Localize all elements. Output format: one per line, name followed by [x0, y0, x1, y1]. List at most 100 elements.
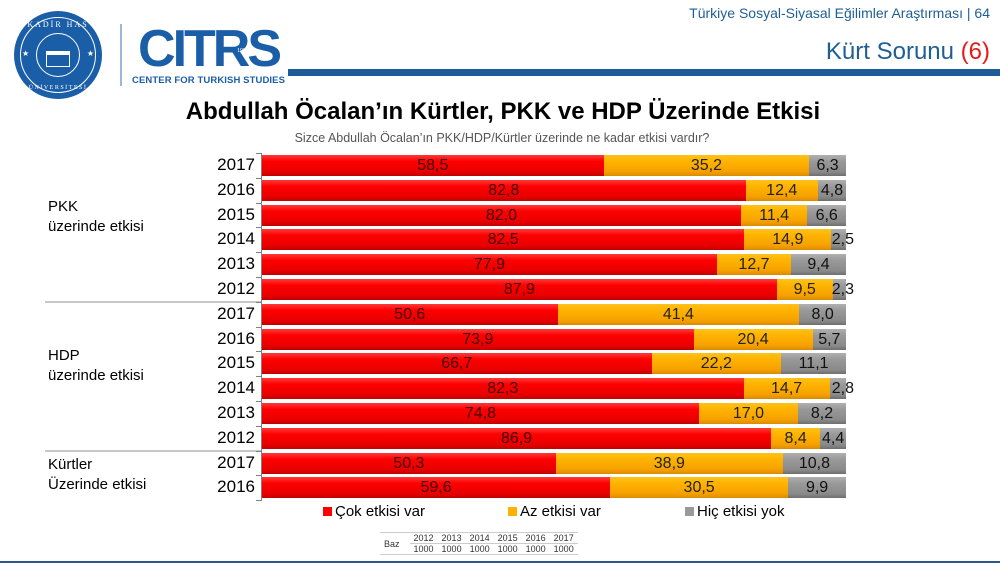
- header-rule: [288, 69, 1000, 76]
- segment-hic-etkisi-yok: 5,7: [812, 328, 846, 350]
- stacked-bar: 66,7 22,2 11,1: [262, 353, 846, 375]
- year-label: 2016: [217, 328, 255, 348]
- year-label: 2016: [217, 179, 255, 199]
- value-label: 12,4: [766, 181, 798, 199]
- axis-tick: [256, 252, 262, 254]
- group-label-line1: PKK: [48, 198, 79, 216]
- bar-row: 2017 50,3 38,9 10,8: [0, 451, 1000, 476]
- segment-hic-etkisi-yok: 2,3: [832, 279, 854, 300]
- value-label: 4,4: [821, 429, 845, 447]
- axis-tick: [256, 202, 262, 204]
- citrs-logo: CITRS CENTER FOR TURKISH STUDIES: [132, 19, 286, 86]
- stacked-bar: 50,3 38,9 10,8: [262, 452, 846, 474]
- value-label: 8,0: [811, 305, 834, 323]
- value-label: 2,8: [831, 380, 854, 398]
- base-year: 2013: [437, 532, 466, 544]
- segment-az-etkisi-var: 9,5: [776, 279, 833, 300]
- group-label-line1: HDP: [48, 347, 80, 365]
- value-label: 10,8: [798, 454, 831, 472]
- year-label: 2017: [217, 303, 255, 323]
- segment-cok-etkisi-var: 50,3: [262, 452, 556, 474]
- segment-az-etkisi-var: 30,5: [610, 477, 789, 499]
- value-label: 30,5: [683, 479, 715, 497]
- group-label-line1: Kürtler: [48, 456, 93, 474]
- value-label: 82,5: [487, 231, 519, 249]
- segment-hic-etkisi-yok: 4,4: [820, 427, 846, 449]
- segment-cok-etkisi-var: 73,9: [262, 328, 694, 350]
- stacked-bar: 82,8 12,4 4,8: [262, 179, 846, 201]
- segment-cok-etkisi-var: 82,3: [262, 378, 744, 400]
- bar-row: 2016 73,9 20,4 5,7: [0, 327, 1000, 352]
- value-label: 86,9: [500, 429, 533, 447]
- axis-tick: [256, 475, 262, 477]
- value-label: 38,9: [653, 454, 685, 472]
- logo-divider: [120, 24, 122, 86]
- stacked-bar: 82,0 11,4 6,6: [262, 204, 846, 226]
- axis-tick: [256, 376, 262, 378]
- section-title: Kürt Sorunu (6): [826, 38, 990, 66]
- seal-top-text: KADİR HAS: [27, 20, 89, 29]
- segment-az-etkisi-var: 20,4: [693, 328, 813, 350]
- seal-year: 1997: [237, 48, 249, 54]
- segment-cok-etkisi-var: 82,8: [262, 179, 746, 201]
- segment-hic-etkisi-yok: 6,3: [809, 155, 846, 176]
- axis-tick: [256, 326, 262, 328]
- citrs-subtitle: CENTER FOR TURKISH STUDIES: [132, 74, 286, 86]
- value-label: 66,7: [441, 355, 473, 373]
- chart-legend: Çok etkisi var Az etkisi var Hiç etkisi …: [0, 503, 1000, 523]
- citrs-wordmark: CITRS: [138, 19, 282, 78]
- segment-cok-etkisi-var: 66,7: [262, 353, 652, 375]
- value-label: 2,5: [831, 231, 854, 249]
- base-year: 2016: [521, 532, 550, 544]
- axis-tick: [256, 351, 262, 353]
- year-label: 2012: [217, 427, 255, 447]
- gray-square-icon: [685, 507, 694, 516]
- segment-hic-etkisi-yok: 9,4: [791, 254, 846, 276]
- seal-bottom-text: ÜNİVERSİTESİ: [28, 85, 88, 91]
- group-separator: [45, 300, 261, 303]
- segment-cok-etkisi-var: 86,9: [262, 427, 772, 449]
- segment-az-etkisi-var: 14,9: [744, 229, 832, 251]
- segment-cok-etkisi-var: 87,9: [262, 279, 777, 300]
- bar-row: 2014 82,5 14,9 2,5: [0, 227, 1000, 252]
- segment-cok-etkisi-var: 50,6: [262, 303, 558, 325]
- value-label: 82,8: [488, 181, 520, 199]
- segment-az-etkisi-var: 8,4: [771, 427, 821, 449]
- logo-area: KADİR HAS 1997 ★ ★ ÜNİVERSİTESİ CITRS CE…: [14, 10, 285, 100]
- value-label: 82,0: [485, 206, 517, 224]
- legend-label: Az etkisi var: [520, 503, 601, 520]
- axis-tick: [256, 177, 262, 179]
- segment-cok-etkisi-var: 59,6: [262, 477, 611, 499]
- segment-az-etkisi-var: 22,2: [651, 353, 782, 375]
- stacked-bar: 82,3 14,7 2,8: [262, 378, 854, 400]
- axis-tick: [256, 301, 262, 303]
- year-label: 2016: [217, 477, 255, 497]
- orange-square-icon: [508, 507, 517, 516]
- value-label: 87,9: [503, 281, 535, 298]
- chart-title: Abdullah Öcalan’ın Kürtler, PKK ve HDP Ü…: [185, 98, 821, 125]
- segment-cok-etkisi-var: 77,9: [262, 254, 717, 276]
- legend-label: Çok etkisi var: [335, 503, 426, 520]
- group-separator: [45, 449, 261, 452]
- stacked-bar: 50,6 41,4 8,0: [262, 303, 846, 325]
- value-label: 9,9: [805, 479, 829, 497]
- stacked-bar: 73,9 20,4 5,7: [262, 328, 846, 350]
- bar-row: 2012 87,9 9,5 2,3: [0, 277, 1000, 302]
- axis-tick: [256, 227, 262, 229]
- segment-cok-etkisi-var: 74,8: [262, 403, 699, 424]
- segment-az-etkisi-var: 41,4: [557, 303, 800, 325]
- value-label: 14,7: [771, 380, 803, 398]
- base-year: 2014: [465, 532, 494, 544]
- year-label: 2012: [217, 279, 255, 298]
- bar-row: 2013 74,8 17,0 8,2: [0, 401, 1000, 426]
- chart-subtitle: Sizce Abdullah Öcalan’ın PKK/HDP/Kürtler…: [294, 131, 710, 145]
- base-count: 1000: [465, 543, 494, 555]
- bar-row: 2017 50,6 41,4 8,0: [0, 302, 1000, 327]
- segment-az-etkisi-var: 12,7: [716, 254, 792, 276]
- segment-cok-etkisi-var: 82,5: [262, 229, 745, 251]
- legend-label: Hiç etkisi yok: [697, 503, 785, 520]
- segment-hic-etkisi-yok: 11,1: [781, 353, 846, 375]
- base-label: Baz: [380, 532, 410, 555]
- segment-cok-etkisi-var: 82,0: [262, 204, 741, 226]
- legend-item-cok-etkisi-var: Çok etkisi var: [323, 503, 425, 520]
